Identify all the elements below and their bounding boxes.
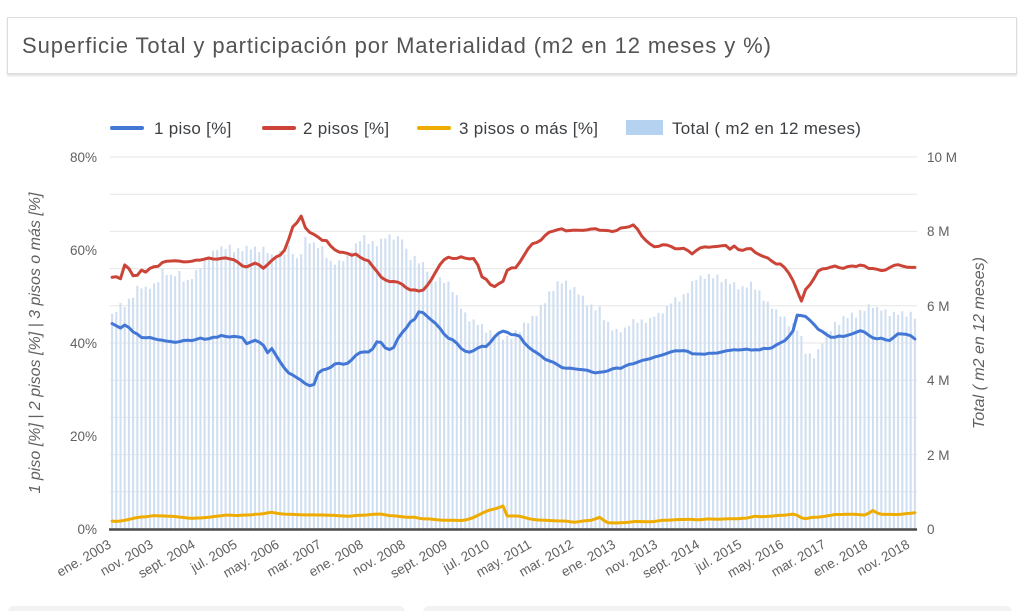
svg-text:8 M: 8 M bbox=[927, 224, 950, 239]
svg-text:6 M: 6 M bbox=[927, 299, 950, 314]
svg-text:0%: 0% bbox=[77, 522, 97, 537]
svg-text:20%: 20% bbox=[70, 429, 97, 444]
svg-text:10 M: 10 M bbox=[927, 150, 957, 165]
svg-text:1 piso [%] | 2 pisos [%] | 3 p: 1 piso [%] | 2 pisos [%] | 3 pisos o más… bbox=[27, 192, 44, 493]
svg-text:40%: 40% bbox=[70, 336, 97, 351]
svg-text:Total ( m2 en 12 meses): Total ( m2 en 12 meses) bbox=[971, 257, 988, 429]
svg-text:0: 0 bbox=[927, 522, 935, 537]
svg-text:4 M: 4 M bbox=[927, 373, 950, 388]
svg-text:2 M: 2 M bbox=[927, 448, 950, 463]
svg-text:80%: 80% bbox=[70, 150, 97, 165]
svg-text:60%: 60% bbox=[70, 243, 97, 258]
